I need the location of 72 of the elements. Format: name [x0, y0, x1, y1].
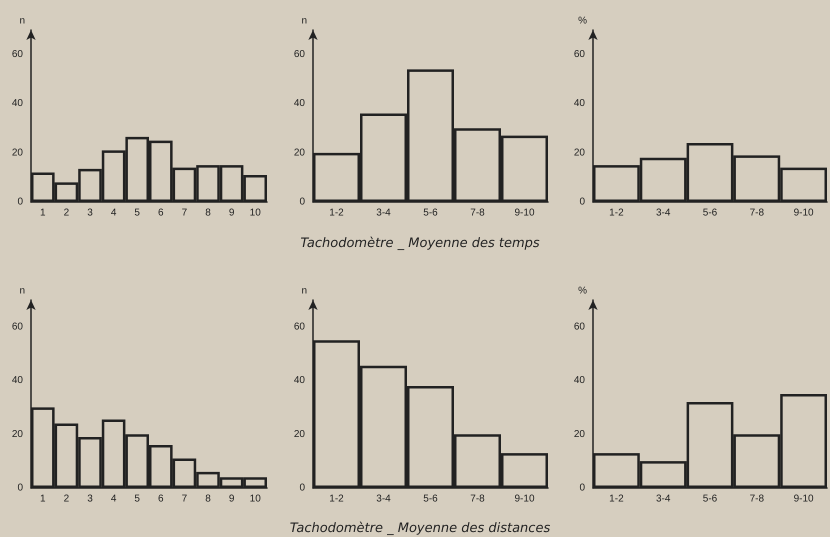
- y-tick-label: 40: [294, 375, 306, 386]
- x-tick-label: 3: [87, 494, 94, 504]
- x-tick-label: 6: [158, 494, 164, 504]
- y-axis-title: n: [19, 286, 25, 296]
- x-tick-label: 6: [158, 208, 164, 218]
- x-tick-label: 7: [182, 208, 188, 218]
- x-tick-label: 3-4: [656, 494, 671, 504]
- x-tick-label: 10: [250, 208, 262, 218]
- x-tick-label: 1-2: [329, 208, 344, 218]
- x-tick-label: 7-8: [470, 208, 486, 218]
- text: Tachodomètre _ Moyenne des temps: [300, 236, 540, 251]
- x-tick-label: 8: [205, 208, 212, 218]
- y-tick-label: 0: [299, 482, 306, 494]
- x-tick-label: 9-10: [794, 208, 814, 218]
- x-tick-label: 1-2: [609, 494, 624, 504]
- x-tick-label: 7: [182, 494, 188, 504]
- x-tick-label: 10: [250, 494, 262, 504]
- y-tick-label: 0: [579, 482, 586, 494]
- x-tick-label: 7-8: [470, 494, 486, 504]
- y-tick-label: 60: [294, 321, 306, 332]
- x-tick-label: 9: [228, 494, 235, 504]
- x-tick-label: 1: [40, 494, 46, 504]
- x-tick-label: 7-8: [750, 208, 764, 218]
- x-tick-label: 9-10: [514, 494, 535, 504]
- y-tick-label: 40: [12, 98, 24, 110]
- y-tick-label: 60: [12, 321, 24, 332]
- x-tick-label: 9-10: [514, 208, 535, 218]
- y-tick-label: 20: [574, 147, 586, 158]
- y-tick-label: 60: [574, 321, 586, 332]
- x-tick-label: 5: [134, 208, 140, 218]
- y-tick-label: 0: [17, 482, 24, 494]
- y-tick-label: 60: [294, 49, 306, 60]
- y-tick-label: 20: [12, 428, 24, 440]
- y-axis-title: %: [578, 16, 588, 26]
- y-tick-label: 0: [299, 196, 306, 208]
- x-tick-label: 3-4: [376, 208, 392, 218]
- y-tick-label: 0: [579, 196, 586, 208]
- y-tick-label: 40: [574, 98, 586, 110]
- y-tick-label: 20: [574, 428, 586, 440]
- y-axis-title: n: [301, 16, 307, 26]
- x-tick-label: 7-8: [750, 494, 764, 504]
- x-tick-label: 2: [64, 208, 70, 218]
- y-tick-label: 20: [294, 428, 306, 440]
- x-tick-label: 5-6: [702, 494, 718, 504]
- y-tick-label: 0: [17, 196, 24, 208]
- x-tick-label: 8: [205, 494, 212, 504]
- x-tick-label: 1-2: [609, 208, 624, 218]
- y-tick-label: 20: [12, 147, 24, 158]
- x-tick-label: 2: [64, 494, 70, 504]
- text: Tachodomètre _ Moyenne des distances: [290, 521, 550, 536]
- x-tick-label: 5-6: [702, 208, 718, 218]
- x-tick-label: 5-6: [423, 208, 438, 218]
- y-axis-title: n: [301, 286, 307, 296]
- x-tick-label: 9: [228, 208, 235, 218]
- x-tick-label: 1: [40, 208, 46, 218]
- x-tick-label: 3-4: [376, 494, 392, 504]
- y-tick-label: 60: [574, 49, 586, 60]
- x-tick-label: 5-6: [423, 494, 438, 504]
- x-tick-label: 4: [110, 208, 117, 218]
- y-tick-label: 40: [574, 375, 586, 386]
- y-tick-label: 40: [12, 375, 24, 386]
- x-tick-label: 4: [110, 494, 117, 504]
- y-tick-label: 20: [294, 147, 306, 158]
- y-axis-title: n: [19, 16, 25, 26]
- y-axis-title: %: [578, 286, 588, 296]
- x-tick-label: 1-2: [329, 494, 344, 504]
- y-tick-label: 60: [12, 49, 24, 60]
- x-tick-label: 3: [87, 208, 94, 218]
- y-tick-label: 40: [294, 98, 306, 110]
- x-tick-label: 3-4: [656, 208, 671, 218]
- x-tick-label: 5: [134, 494, 140, 504]
- x-tick-label: 9-10: [794, 494, 814, 504]
